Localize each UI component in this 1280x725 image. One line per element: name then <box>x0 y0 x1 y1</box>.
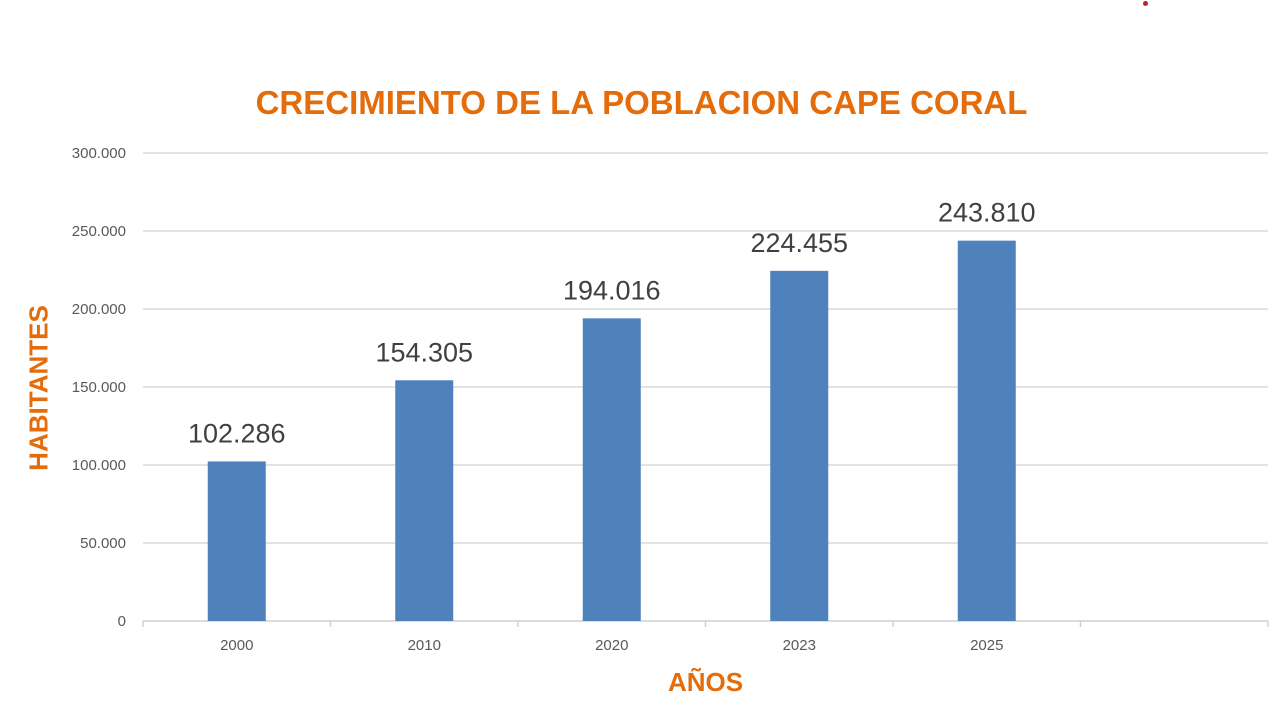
y-tick-label: 50.000 <box>80 535 126 552</box>
bar-2025 <box>957 240 1016 621</box>
bar-2010 <box>395 380 454 621</box>
y-tick-label: 0 <box>118 613 126 630</box>
y-tick-label: 300.000 <box>72 145 126 162</box>
x-tick-label: 2010 <box>408 637 441 654</box>
data-label: 224.455 <box>750 228 848 258</box>
y-tick-label: 100.000 <box>72 457 126 474</box>
chart-title: CRECIMIENTO DE LA POBLACION CAPE CORAL <box>255 84 1028 121</box>
data-label: 154.305 <box>375 337 473 367</box>
y-tick-label: 150.000 <box>72 379 126 396</box>
data-label: 243.810 <box>938 198 1036 228</box>
y-tick-label: 200.000 <box>72 301 126 318</box>
x-tick-label: 2025 <box>970 637 1003 654</box>
x-tick-label: 2020 <box>595 637 628 654</box>
x-tick-label: 2000 <box>220 637 253 654</box>
data-label: 194.016 <box>563 275 661 305</box>
bar-2020 <box>582 318 641 621</box>
bar-2023 <box>770 270 829 621</box>
x-axis-label: AÑOS <box>667 667 744 697</box>
red-dot-marker <box>1143 1 1148 6</box>
data-label: 102.286 <box>188 418 286 448</box>
x-tick-label: 2023 <box>783 637 816 654</box>
bar-2000 <box>207 461 266 621</box>
y-tick-label: 250.000 <box>72 223 126 240</box>
